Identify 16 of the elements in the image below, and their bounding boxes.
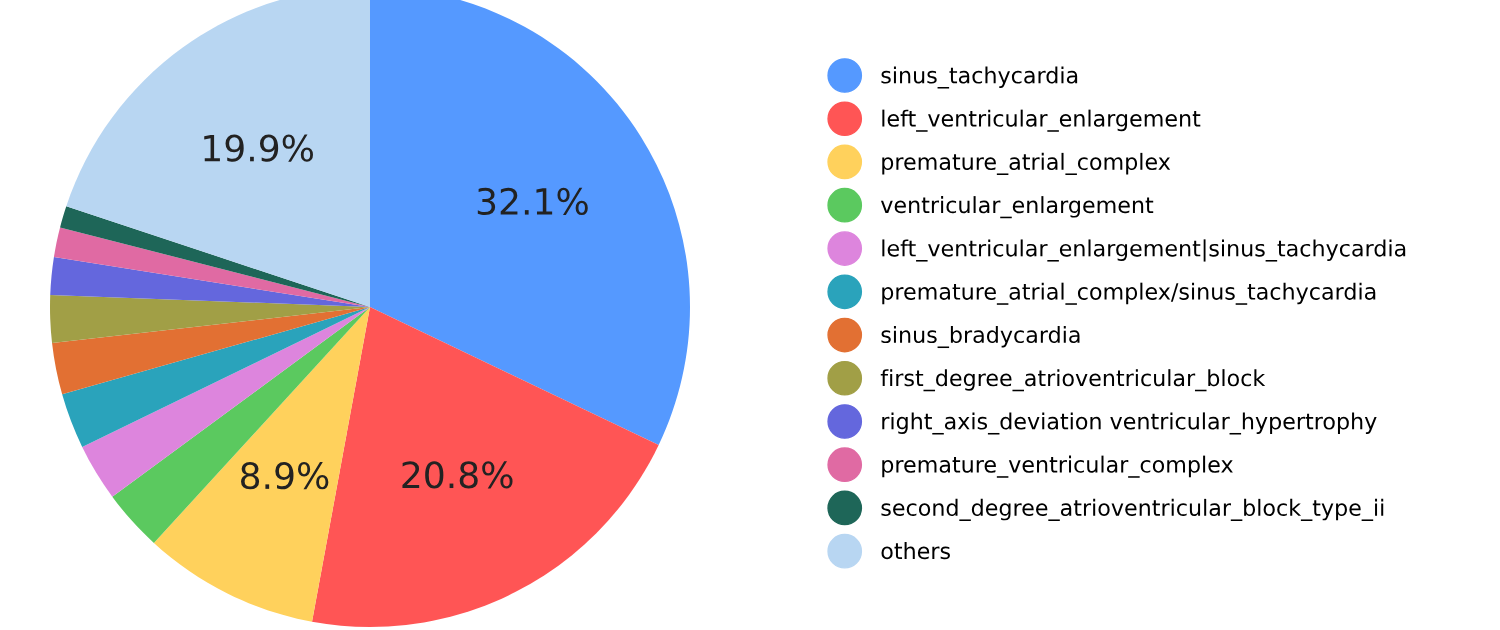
legend-label: right_axis_deviation ventricular_hypertrophy bbox=[882, 412, 1377, 435]
legend-label: left_ventricular_enlargement bbox=[882, 109, 1201, 132]
legend-label: second_degree_atrioventricular_block_type_ii bbox=[881, 498, 1384, 521]
legend-label: left_ventricular_enlargement|sinus_tachycardia bbox=[882, 239, 1406, 262]
legend-label: premature_atrial_complex bbox=[882, 152, 1171, 175]
data-label: 19.9% bbox=[204, 134, 313, 162]
data-label: 8.9% bbox=[241, 462, 329, 490]
data-label: 20.8% bbox=[402, 461, 513, 489]
legend-label: first_degree_atrioventricular_block bbox=[880, 369, 1266, 392]
legend-label: others bbox=[881, 542, 950, 560]
data-label: 32.1% bbox=[477, 187, 588, 216]
legend-label: premature_ventricular_complex bbox=[882, 455, 1233, 478]
legend-label: sinus_bradycardia bbox=[881, 325, 1080, 349]
legend-label: premature_atrial_complex/sinus_tachycardia bbox=[882, 282, 1376, 305]
legend-label: ventricular_enlargement bbox=[880, 196, 1154, 219]
legend-label: sinus_tachycardia bbox=[881, 66, 1078, 89]
